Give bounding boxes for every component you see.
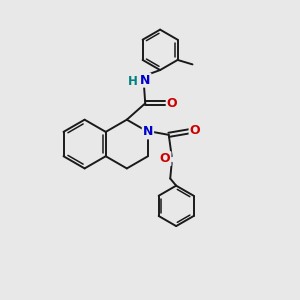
Text: H: H xyxy=(128,74,137,88)
Text: O: O xyxy=(160,152,170,165)
Text: O: O xyxy=(190,124,200,137)
Text: N: N xyxy=(140,74,150,87)
Text: N: N xyxy=(143,125,153,138)
Text: O: O xyxy=(167,97,177,110)
